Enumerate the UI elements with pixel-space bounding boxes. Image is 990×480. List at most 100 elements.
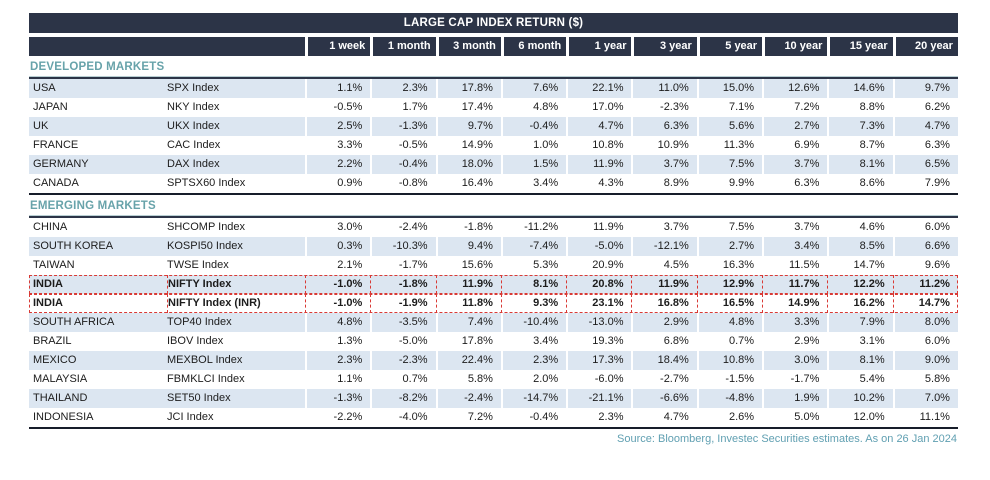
value-cell: -1.3% xyxy=(370,117,435,136)
value-cell: 2.2% xyxy=(305,155,370,174)
index-cell: MEXBOL Index xyxy=(167,354,243,366)
table-row: SOUTH AFRICA TOP40 Index 4.8% -3.5% 7.4% -10.… xyxy=(29,313,958,332)
value-cell: 7.0% xyxy=(892,389,958,408)
value-cell: -2.4% xyxy=(370,218,435,237)
value-cell: 2.9% xyxy=(762,332,827,351)
value-cell: 4.8% xyxy=(305,313,370,332)
value-cell: 4.7% xyxy=(892,117,958,136)
value-cell: -0.4% xyxy=(500,117,566,136)
value-cell: 2.3% xyxy=(500,351,566,370)
column-header: 1 month xyxy=(370,37,436,56)
value-cell: 11.2% xyxy=(892,275,958,294)
value-cell: 0.9% xyxy=(305,174,370,193)
value-cell: -10.4% xyxy=(500,313,566,332)
value-cell: -11.2% xyxy=(500,218,566,237)
value-cell: 2.6% xyxy=(696,408,762,427)
value-cell: -6.6% xyxy=(631,389,696,408)
value-cell: -7.4% xyxy=(500,237,566,256)
value-cell: 1.5% xyxy=(500,155,566,174)
source-note: Source: Bloomberg, Investec Securities e… xyxy=(617,433,957,445)
value-cell: 0.3% xyxy=(305,237,370,256)
value-cell: 17.8% xyxy=(435,79,501,98)
value-cell: 7.9% xyxy=(892,174,958,193)
value-cell: 0.7% xyxy=(370,370,435,389)
column-header: 3 year xyxy=(631,37,697,56)
country-cell: MALAYSIA xyxy=(33,373,88,385)
value-cell: 7.2% xyxy=(762,98,827,117)
value-cell: 4.7% xyxy=(566,117,631,136)
country-cell: INDIA xyxy=(33,278,63,290)
value-cell: 3.0% xyxy=(762,351,827,370)
value-cell: 11.0% xyxy=(631,79,696,98)
value-cell: 10.8% xyxy=(566,136,631,155)
value-cell: 3.4% xyxy=(500,332,566,351)
value-cell: -2.2% xyxy=(305,408,370,427)
column-header-row: 1 week 1 month 3 month 6 month 1 year 3 year 5… xyxy=(29,37,958,56)
table-row: MALAYSIA FBMKLCI Index 1.1% 0.7% 5.8% 2.0% -6.… xyxy=(29,370,958,389)
value-cell: 3.4% xyxy=(500,174,566,193)
value-cell: 11.9% xyxy=(566,155,631,174)
value-cell: 22.4% xyxy=(435,351,501,370)
table-row: INDIA NIFTY Index (INR) -1.0% -1.9% 11.8% 9.3… xyxy=(29,294,958,313)
value-cell: -0.8% xyxy=(370,174,435,193)
value-cell: 4.6% xyxy=(827,218,892,237)
section-body: USA SPX Index 1.1% 2.3% 17.8% 7.6% 22.1% 11.0% 1… xyxy=(29,77,958,195)
value-cell: -2.3% xyxy=(370,351,435,370)
value-cell: 7.2% xyxy=(435,408,501,427)
country-cell: JAPAN xyxy=(33,101,68,113)
country-cell: SOUTH KOREA xyxy=(33,240,114,252)
value-cell: -1.9% xyxy=(370,294,435,313)
value-cell: -1.8% xyxy=(435,218,501,237)
value-cell: 3.0% xyxy=(305,218,370,237)
table-row: INDONESIA JCI Index -2.2% -4.0% 7.2% -0.4% 2.3… xyxy=(29,408,958,427)
country-cell: FRANCE xyxy=(33,139,79,151)
value-cell: -1.8% xyxy=(370,275,435,294)
index-cell: FBMKLCI Index xyxy=(167,373,245,385)
value-cell: 6.0% xyxy=(892,218,958,237)
value-cell: 7.6% xyxy=(500,79,566,98)
value-cell: 17.8% xyxy=(435,332,501,351)
table-row: BRAZIL IBOV Index 1.3% -5.0% 17.8% 3.4% 19.3% 6… xyxy=(29,332,958,351)
value-cell: 14.6% xyxy=(827,79,892,98)
value-cell: 7.9% xyxy=(827,313,892,332)
value-cell: 1.3% xyxy=(305,332,370,351)
table-row: SOUTH KOREA KOSPI50 Index 0.3% -10.3% 9.4% -7… xyxy=(29,237,958,256)
index-cell: TWSE Index xyxy=(167,259,229,271)
value-cell: 10.9% xyxy=(631,136,696,155)
country-cell: INDONESIA xyxy=(33,411,94,423)
value-cell: -8.2% xyxy=(370,389,435,408)
value-cell: 12.6% xyxy=(762,79,827,98)
value-cell: -0.4% xyxy=(500,408,566,427)
value-cell: 2.3% xyxy=(305,351,370,370)
value-cell: -4.0% xyxy=(370,408,435,427)
index-cell: NKY Index xyxy=(167,101,220,113)
value-cell: 8.8% xyxy=(827,98,892,117)
section-header: DEVELOPED MARKETS xyxy=(29,56,958,77)
value-cell: 8.0% xyxy=(892,313,958,332)
value-cell: 12.2% xyxy=(827,275,892,294)
value-cell: 8.6% xyxy=(827,174,892,193)
value-cell: -0.4% xyxy=(370,155,435,174)
value-cell: 9.7% xyxy=(435,117,501,136)
value-cell: 2.7% xyxy=(696,237,762,256)
value-cell: 8.1% xyxy=(827,351,892,370)
value-cell: 2.3% xyxy=(566,408,631,427)
value-cell: 4.8% xyxy=(500,98,566,117)
value-cell: 17.3% xyxy=(566,351,631,370)
value-cell: -13.0% xyxy=(566,313,631,332)
country-cell: USA xyxy=(33,82,56,94)
value-cell: 2.5% xyxy=(305,117,370,136)
table-row: MEXICO MEXBOL Index 2.3% -2.3% 22.4% 2.3% 17.3… xyxy=(29,351,958,370)
index-cell: JCI Index xyxy=(167,411,214,423)
country-cell: CHINA xyxy=(33,221,68,233)
value-cell: 1.9% xyxy=(762,389,827,408)
value-cell: -12.1% xyxy=(631,237,696,256)
country-cell: THAILAND xyxy=(33,392,88,404)
column-header: 1 week xyxy=(305,37,371,56)
value-cell: 11.9% xyxy=(566,218,631,237)
index-cell: NIFTY Index (INR) xyxy=(167,294,305,313)
value-cell: -1.0% xyxy=(305,294,370,313)
index-cell: SPX Index xyxy=(167,82,219,94)
value-cell: 4.5% xyxy=(631,256,696,275)
